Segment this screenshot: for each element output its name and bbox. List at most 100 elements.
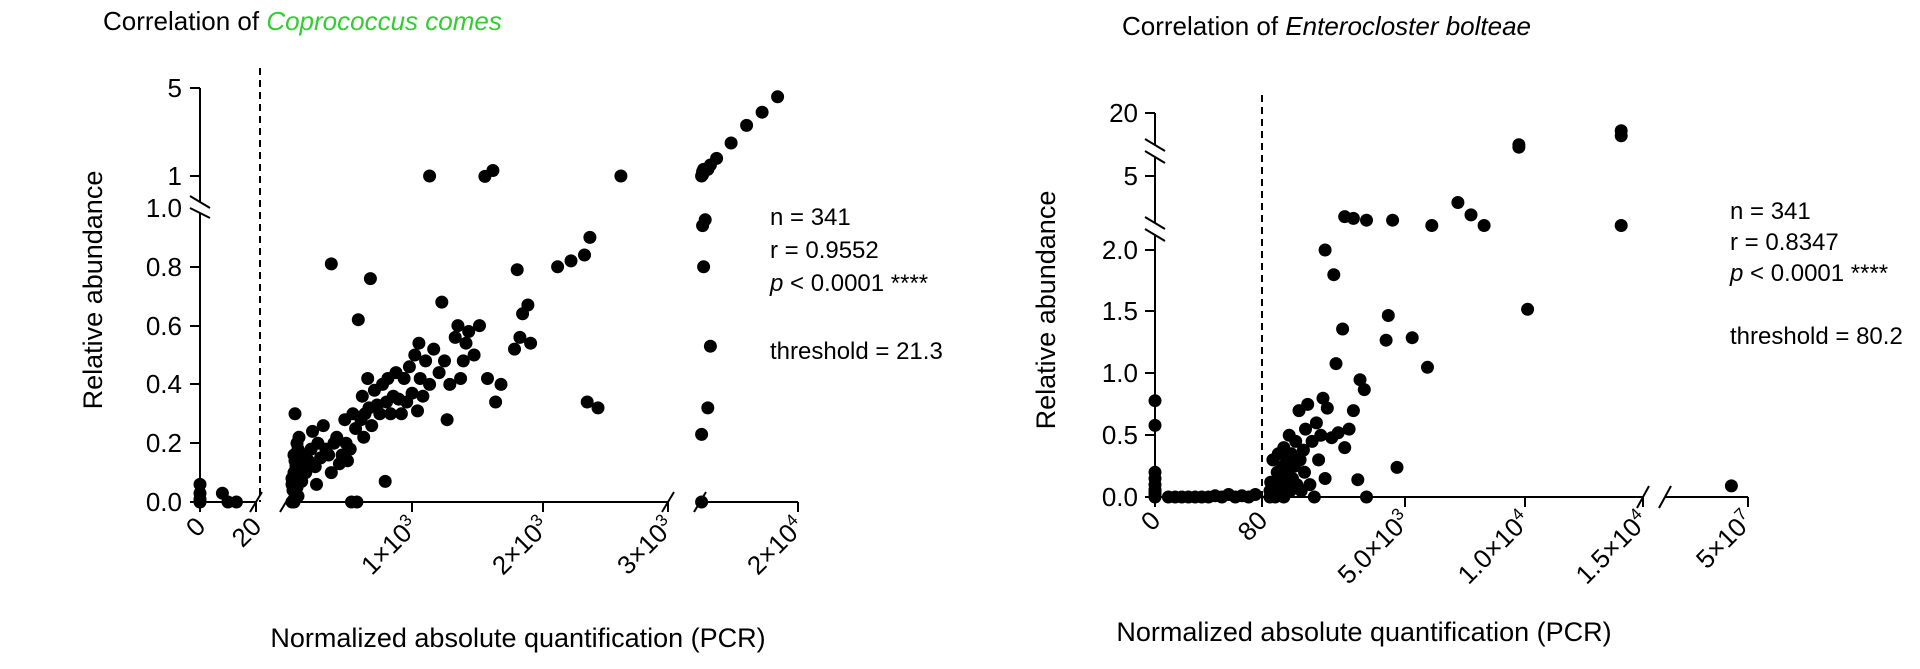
data-point [755,105,769,119]
data-point [299,466,313,480]
data-point [1289,434,1303,448]
y-break-gap [1143,141,1167,161]
y-tick-labels: 20 5 2.0 1.5 1.0 0.5 0.0 [1102,98,1138,512]
data-point [373,407,387,421]
data-point [513,330,527,344]
title-prefix: Correlation of [1122,11,1285,41]
data-point [1316,391,1330,405]
y-tick-label: 0.6 [146,311,182,341]
data-point [1329,357,1343,371]
data-point [402,360,416,374]
data-point [324,466,338,480]
stat-p: p < 0.0001 **** [1729,260,1888,287]
chart-title: Correlation of Coprococcus comes [103,6,502,36]
data-point [443,377,457,391]
data-point [697,162,711,176]
data-point [416,389,430,403]
x-tick-labels: 0 20 1×103 2×103 3×103 2×104 [180,510,804,580]
data-point [1512,138,1526,152]
data-point [701,401,715,415]
x-tick-label: 0 [1135,505,1166,536]
stat-n: n = 341 [770,204,851,231]
data-point [322,448,336,462]
data-point [408,348,422,362]
data-point [1351,473,1365,487]
title-prefix: Correlation of [103,6,266,36]
stat-r: r = 0.8347 [1730,229,1839,256]
data-point [459,336,473,350]
y-tick-label: 0.4 [146,369,182,399]
y-tick-label: 1.5 [1102,296,1138,326]
y-break-mark [1144,216,1166,230]
data-point [1425,219,1439,232]
x-axis-label: Normalized absolute quantification (PCR) [1116,617,1611,647]
data-point [448,330,462,344]
data-point [551,260,565,274]
data-point [310,477,323,491]
data-point [564,254,578,268]
data-point [1360,213,1373,227]
data-point [1327,268,1341,282]
data-point [695,427,709,441]
y-tick-label: 0.0 [146,487,182,517]
stat-r: r = 0.9552 [770,237,879,264]
data-point [740,118,754,132]
data-point [343,442,357,456]
axes [186,87,799,513]
data-point [1248,488,1262,501]
data-point [1381,309,1395,322]
y-axis-label: Relative abundance [1031,191,1061,430]
data-point [288,448,302,462]
data-point [316,419,330,433]
data-point [583,230,597,244]
data-point [287,495,301,509]
data-point [435,295,449,309]
x-tick-label: 80 [1232,505,1274,547]
data-point [1346,211,1360,225]
data-point [697,260,711,274]
data-point [1331,426,1345,440]
y-tick-label: 0.0 [1102,482,1138,512]
data-point [591,401,605,415]
stat-threshold: threshold = 80.2 [1730,323,1903,350]
chart-coprococcus-comes: Correlation of Coprococcus comes Relativ… [78,6,943,653]
y-break-gap [186,197,214,217]
data-point [330,430,344,444]
x-tick-label: 1.5×104 [1569,504,1654,589]
data-point [351,313,365,327]
data-point [486,164,500,177]
x-tick-label: 2×103 [485,510,555,580]
x-tick-label: 3×103 [610,510,680,580]
data-point [508,342,521,356]
data-point [1307,490,1321,504]
data-point [363,272,377,286]
data-point [454,372,468,385]
data-point [1521,302,1535,316]
data-point [423,169,437,183]
data-point [467,348,481,362]
data-points [1148,124,1738,504]
x-tick-label: 5.0×103 [1331,504,1416,589]
data-point [341,454,354,468]
data-point [1320,401,1334,415]
data-point [724,136,738,150]
data-point [432,366,446,380]
data-point [324,257,338,271]
data-point [1614,219,1628,232]
data-point [438,354,451,368]
data-point [510,263,524,277]
data-point [361,372,375,385]
data-point [1318,472,1332,485]
data-point [578,248,591,262]
data-point [378,474,392,488]
data-point [405,386,419,400]
y-tick-label: 2.0 [1102,235,1138,265]
stat-p: p < 0.0001 **** [769,270,928,297]
y-break-mark [189,207,211,219]
y-tick-label: 0.5 [1102,420,1138,450]
data-point [695,495,709,509]
data-point [412,336,426,350]
chart-enterocloster-bolteae: Correlation of Enterocloster bolteae Rel… [1031,11,1903,647]
stats-annotation: n = 341 r = 0.8347 p < 0.0001 **** thres… [1729,198,1903,350]
x-tick-label: 0 [180,511,211,542]
